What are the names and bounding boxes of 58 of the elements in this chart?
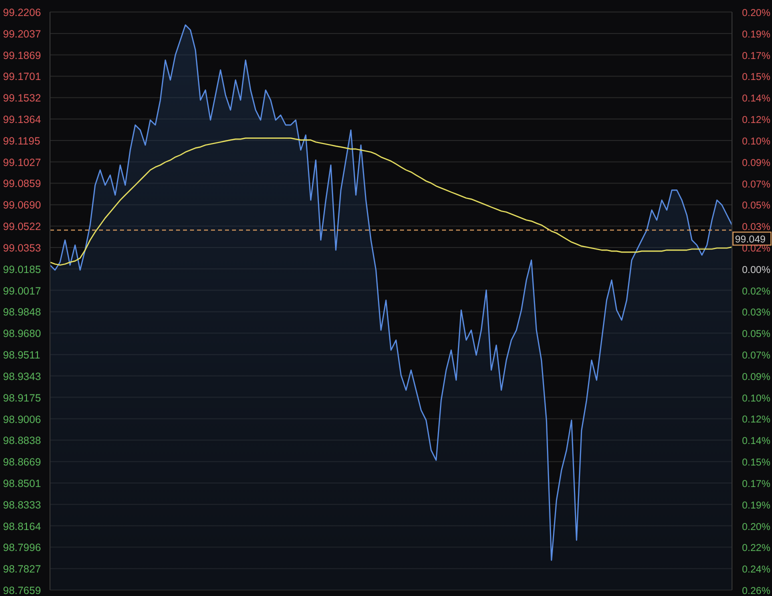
y-tick-label: 99.0522	[3, 221, 42, 234]
y2-tick-label: 0.00%	[742, 264, 770, 276]
y2-tick-label: 0.17%	[742, 50, 770, 62]
y-tick-label: 98.8501	[3, 478, 42, 490]
y2-tick-label: 0.07%	[742, 350, 770, 362]
y-tick-label: 98.7659	[3, 585, 42, 596]
y-tick-label: 98.8333	[3, 499, 42, 512]
y2-tick-label: 0.26%	[742, 586, 770, 596]
y-tick-label: 98.9343	[3, 370, 42, 383]
y-tick-label: 99.0353	[3, 242, 42, 255]
y-tick-label: 99.1027	[3, 156, 42, 169]
y2-tick-label: 0.17%	[742, 478, 770, 490]
y-tick-label: 99.2206	[3, 7, 42, 19]
y2-tick-label: 0.24%	[742, 564, 770, 576]
y2-tick-label: 0.14%	[742, 94, 770, 105]
y2-tick-label: 0.05%	[742, 329, 770, 340]
y-tick-label: 99.1532	[3, 92, 42, 105]
y-tick-label: 99.1701	[3, 71, 42, 84]
y2-tick-label: 0.15%	[742, 72, 770, 84]
y-tick-label: 99.0859	[3, 178, 42, 190]
y2-tick-label: 0.02%	[742, 286, 770, 298]
y2-tick-label: 0.03%	[742, 308, 770, 319]
y2-tick-label: 0.20%	[742, 8, 770, 19]
y-tick-label: 99.0185	[3, 264, 42, 276]
y2-tick-label: 0.20%	[742, 522, 770, 533]
y2-tick-label: 0.09%	[742, 372, 770, 383]
y-tick-label: 98.9848	[3, 306, 42, 319]
y-tick-label: 98.9511	[3, 350, 40, 362]
ref-line-label: 99.049	[735, 234, 766, 246]
y2-tick-label: 0.10%	[742, 393, 770, 404]
y2-tick-label: 0.14%	[742, 436, 770, 448]
y-tick-label: 98.8838	[3, 435, 42, 448]
y-tick-label: 99.1195	[3, 136, 40, 148]
y2-tick-label: 0.15%	[742, 458, 770, 469]
y-tick-label: 98.9680	[3, 328, 42, 340]
y2-tick-label: 0.03%	[742, 222, 770, 234]
y-tick-label: 98.8669	[3, 456, 42, 469]
y2-tick-label: 0.12%	[742, 414, 770, 426]
line-series	[49, 138, 733, 266]
y2-tick-label: 0.12%	[742, 115, 770, 126]
y-tick-label: 98.7996	[3, 542, 42, 554]
y2-tick-label: 0.19%	[742, 29, 770, 40]
y2-tick-label: 0.19%	[742, 500, 770, 512]
y-tick-label: 98.7827	[3, 564, 42, 576]
y2-tick-label: 0.02%	[742, 243, 770, 254]
y-tick-label: 99.0017	[3, 285, 42, 298]
y2-tick-label: 0.05%	[742, 200, 770, 212]
y2-tick-label: 0.10%	[742, 136, 770, 148]
y2-tick-label: 0.22%	[742, 543, 770, 554]
y2-tick-label: 0.09%	[742, 158, 770, 169]
y-tick-label: 99.2037	[3, 28, 42, 40]
y-tick-label: 98.9006	[3, 414, 42, 426]
y-tick-label: 99.1869	[3, 50, 42, 62]
y-tick-label: 99.0690	[3, 200, 42, 212]
y-tick-label: 98.8164	[3, 520, 42, 533]
y-tick-label: 99.1364	[3, 114, 42, 126]
y2-tick-label: 0.07%	[742, 179, 770, 190]
y-tick-label: 98.9175	[3, 392, 42, 404]
